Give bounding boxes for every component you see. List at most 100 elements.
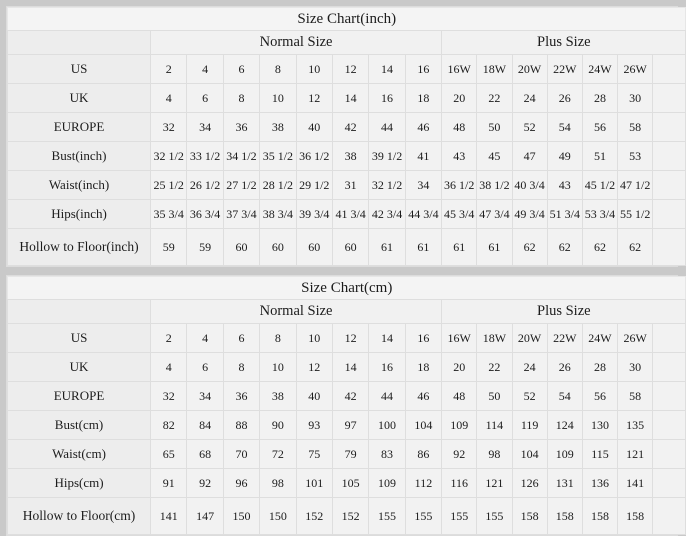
cell: 40 3/4 xyxy=(511,170,548,200)
table-row: UK 4 6 8 10 12 14 16 18 20 22 24 26 28 30 xyxy=(7,83,686,113)
cell: 20 xyxy=(441,83,478,113)
cell: 14 xyxy=(331,83,370,113)
row-label-us: US xyxy=(7,54,151,84)
row-label-bust-inch: Bust(inch) xyxy=(7,141,151,171)
cell-empty xyxy=(652,323,686,353)
cell: 30 xyxy=(617,352,654,382)
cell: 59 xyxy=(149,228,188,266)
cell: 20W xyxy=(511,54,548,84)
cell: 98 xyxy=(476,439,513,469)
cell: 41 xyxy=(404,141,443,171)
cell: 8 xyxy=(259,54,297,84)
cell: 35 1/2 xyxy=(259,141,297,171)
cell: 62 xyxy=(617,228,654,266)
cell: 136 xyxy=(581,468,619,498)
cell: 65 xyxy=(149,439,188,469)
table-row: Hips(inch) 35 3/4 36 3/4 37 3/4 38 3/4 39 3/4… xyxy=(7,199,686,229)
cell: 88 xyxy=(222,410,261,440)
cell: 29 1/2 xyxy=(295,170,333,200)
cell: 6 xyxy=(222,54,261,84)
cell: 10 xyxy=(259,352,297,382)
cell: 155 xyxy=(368,497,406,535)
cell: 22W xyxy=(546,54,583,84)
row-label-hips-cm: Hips(cm) xyxy=(7,468,151,498)
cell: 155 xyxy=(476,497,513,535)
cell: 155 xyxy=(404,497,443,535)
table-row: EUROPE 32 34 36 38 40 42 44 46 48 50 52 54 56 58 xyxy=(7,112,686,142)
cell: 92 xyxy=(441,439,478,469)
cell: 105 xyxy=(331,468,370,498)
cell: 70 xyxy=(222,439,261,469)
cell: 34 xyxy=(186,112,224,142)
cell: 152 xyxy=(331,497,370,535)
cell: 92 xyxy=(186,468,224,498)
table-row: EUROPE 32 34 36 38 40 42 44 46 48 50 52 54 56 58 xyxy=(7,381,686,411)
cell: 38 xyxy=(331,141,370,171)
cell: 8 xyxy=(222,352,261,382)
cell: 10 xyxy=(295,54,333,84)
cell: 155 xyxy=(441,497,478,535)
cell-empty xyxy=(652,497,686,535)
cell: 54 xyxy=(546,381,583,411)
group-header-plus-size: Plus Size xyxy=(441,30,686,55)
cell: 32 1/2 xyxy=(149,141,188,171)
cell: 109 xyxy=(441,410,478,440)
cell: 27 1/2 xyxy=(222,170,261,200)
cell: 53 3/4 xyxy=(581,199,619,229)
cell: 150 xyxy=(222,497,261,535)
cell: 97 xyxy=(331,410,370,440)
table-row: Bust(inch) 32 1/2 33 1/2 34 1/2 35 1/2 36 1/2… xyxy=(7,141,686,171)
cell: 47 1/2 xyxy=(617,170,654,200)
cell: 6 xyxy=(186,83,224,113)
cell: 18W xyxy=(476,54,513,84)
cell: 26 xyxy=(546,352,583,382)
cell: 22W xyxy=(546,323,583,353)
cell: 34 xyxy=(404,170,443,200)
cell: 124 xyxy=(546,410,583,440)
cell: 61 xyxy=(368,228,406,266)
table-row: US 2 4 6 8 10 12 14 16 16W 18W 20W 22W 24W 26W xyxy=(7,323,686,353)
cell-empty xyxy=(652,83,686,113)
table-row: US 2 4 6 8 10 12 14 16 16W 18W 20W 22W 24W 26W xyxy=(7,54,686,84)
cell: 51 3/4 xyxy=(546,199,583,229)
cell: 101 xyxy=(295,468,333,498)
cell: 141 xyxy=(149,497,188,535)
size-chart-cm-body: Size Chart(cm) Normal Size Plus Size US 2 4 6 8… xyxy=(6,276,686,535)
chart-title: Size Chart(cm) xyxy=(6,276,686,300)
cell: 52 xyxy=(511,112,548,142)
cell: 42 xyxy=(331,381,370,411)
cell: 58 xyxy=(617,381,654,411)
cell: 47 xyxy=(511,141,548,171)
cell: 51 xyxy=(581,141,619,171)
cell: 16 xyxy=(404,54,443,84)
cell: 32 xyxy=(149,381,188,411)
cell: 42 3/4 xyxy=(368,199,406,229)
cell: 82 xyxy=(149,410,188,440)
cell-empty xyxy=(652,352,686,382)
cell: 109 xyxy=(368,468,406,498)
row-label-hollow-to-floor-inch: Hollow to Floor(inch) xyxy=(7,228,151,266)
cell: 72 xyxy=(259,439,297,469)
cell: 12 xyxy=(331,54,370,84)
cell-empty xyxy=(652,439,686,469)
cell: 116 xyxy=(441,468,478,498)
chart-group-header-row: Normal Size Plus Size xyxy=(7,30,686,55)
cell: 44 xyxy=(368,112,406,142)
cell: 36 1/2 xyxy=(441,170,478,200)
cell: 44 3/4 xyxy=(404,199,443,229)
cell: 147 xyxy=(186,497,224,535)
table-row: Hollow to Floor(inch) 59 59 60 60 60 60 61 61 61 6… xyxy=(7,228,686,266)
cell: 28 xyxy=(581,352,619,382)
cell-empty xyxy=(652,199,686,229)
cell: 96 xyxy=(222,468,261,498)
cell: 158 xyxy=(581,497,619,535)
cell: 33 1/2 xyxy=(186,141,224,171)
cell: 18W xyxy=(476,323,513,353)
cell: 6 xyxy=(222,323,261,353)
size-chart-cm: Size Chart(cm) Normal Size Plus Size US 2 4 6 8… xyxy=(6,275,686,536)
chart-title: Size Chart(inch) xyxy=(6,7,686,31)
cell: 79 xyxy=(331,439,370,469)
cell: 30 xyxy=(617,83,654,113)
cell-empty xyxy=(652,228,686,266)
cell: 42 xyxy=(331,112,370,142)
